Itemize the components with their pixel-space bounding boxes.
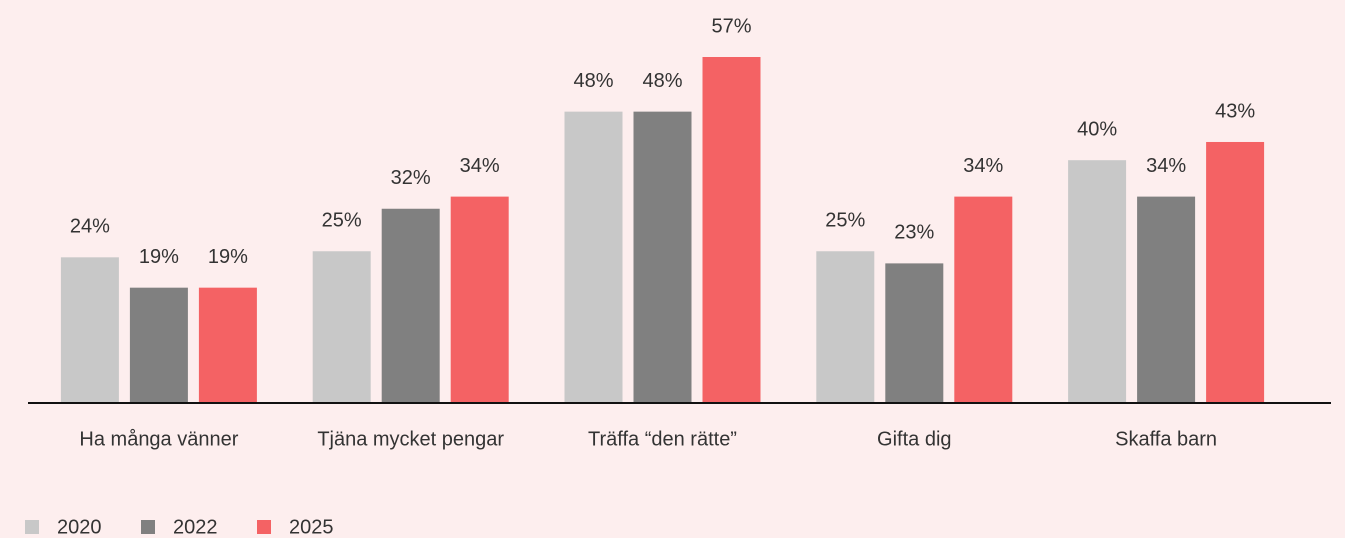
legend-label: 2022 <box>173 516 218 538</box>
value-label: 25% <box>825 210 865 232</box>
bar <box>954 196 1013 403</box>
bar <box>816 251 875 403</box>
value-label: 48% <box>573 70 613 92</box>
bar <box>381 208 440 403</box>
bar <box>312 251 371 403</box>
bar <box>702 57 761 403</box>
value-label: 57% <box>711 15 751 37</box>
bar <box>198 287 257 403</box>
value-label: 34% <box>460 155 500 177</box>
value-label: 43% <box>1215 100 1255 122</box>
bar <box>633 111 692 403</box>
value-label: 24% <box>70 216 110 238</box>
legend-swatch <box>141 520 155 534</box>
bar <box>885 263 944 403</box>
value-label: 23% <box>894 222 934 244</box>
value-label: 32% <box>391 167 431 189</box>
bar <box>129 287 188 403</box>
x-tick-label: Skaffa barn <box>1115 428 1217 450</box>
value-label: 19% <box>139 246 179 268</box>
bar <box>1137 196 1196 403</box>
bar <box>564 111 623 403</box>
bar <box>1206 141 1265 403</box>
value-label: 34% <box>1146 155 1186 177</box>
x-tick-label: Tjäna mycket pengar <box>317 428 504 450</box>
bar <box>1068 160 1127 403</box>
value-label: 34% <box>963 155 1003 177</box>
x-tick-label: Träffa “den rätte” <box>588 428 737 450</box>
legend-swatch <box>257 520 271 534</box>
legend-swatch <box>25 520 39 534</box>
value-label: 25% <box>322 210 362 232</box>
x-tick-label: Gifta dig <box>877 428 951 450</box>
legend-label: 2025 <box>289 516 334 538</box>
x-tick-label: Ha många vänner <box>79 428 238 450</box>
bar <box>60 257 119 403</box>
value-label: 48% <box>642 70 682 92</box>
value-label: 40% <box>1077 118 1117 140</box>
bar <box>450 196 509 403</box>
legend-label: 2020 <box>57 516 102 538</box>
value-label: 19% <box>208 246 248 268</box>
